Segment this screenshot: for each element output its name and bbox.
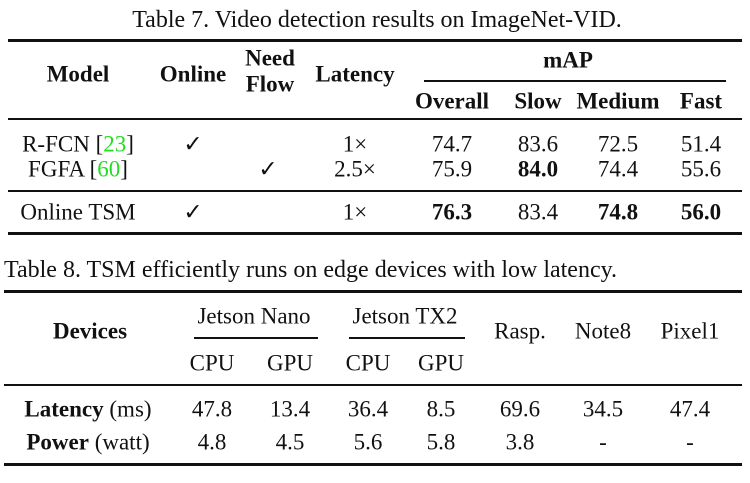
header-need: Need: [245, 45, 295, 71]
cell-value: -: [686, 429, 694, 455]
table-8-caption: Table 8. TSM efficiently runs on edge de…: [4, 257, 618, 283]
header-online: Online: [159, 61, 227, 87]
cmidrule-jetson-tx2: [349, 337, 465, 339]
row-label-power: Power (watt): [26, 429, 150, 455]
checkmark-icon: ✓: [183, 131, 203, 157]
header-model: Model: [46, 61, 110, 87]
cell-medium: 72.5: [597, 131, 639, 157]
table-row-model: R-FCN [23]: [22, 131, 134, 157]
cell-latency: 1×: [342, 199, 368, 225]
checkmark-icon: ✓: [183, 199, 203, 225]
header-map: mAP: [543, 47, 593, 73]
top-rule: [4, 290, 742, 293]
cell-value: 34.5: [582, 396, 624, 422]
header-note8: Note8: [574, 318, 632, 344]
citation-link[interactable]: 23: [103, 131, 127, 157]
header-rasp: Rasp.: [494, 318, 546, 344]
cell-value: 5.6: [353, 429, 383, 455]
header-devices: Devices: [52, 318, 128, 344]
cell-overall: 74.7: [431, 131, 473, 157]
row-label-latency: Latency (ms): [24, 396, 152, 422]
cell-fast: 55.6: [680, 156, 722, 182]
cell-latency: 2.5×: [334, 156, 376, 182]
cmidrule-jetson-nano: [194, 337, 318, 339]
checkmark-icon: ✓: [258, 156, 278, 182]
cell-value: 4.5: [275, 429, 305, 455]
top-rule: [8, 39, 742, 42]
citation-link[interactable]: 60: [97, 156, 121, 182]
cell-value: 47.8: [191, 396, 233, 422]
cell-overall: 76.3: [431, 199, 473, 225]
cell-slow: 83.4: [517, 199, 559, 225]
cell-latency: 1×: [342, 131, 368, 157]
header-cpu: CPU: [189, 350, 235, 376]
header-slow: Slow: [514, 88, 562, 114]
cell-value: 69.6: [499, 396, 541, 422]
cell-slow: 83.6: [517, 131, 559, 157]
cell-value: 5.8: [426, 429, 456, 455]
cell-value: 8.5: [426, 396, 456, 422]
cell-fast: 56.0: [680, 199, 722, 225]
mid-rule: [8, 190, 742, 192]
mid-rule: [8, 118, 742, 120]
table-row-model: FGFA [60]: [28, 156, 128, 182]
cell-value: 4.8: [197, 429, 227, 455]
cell-value: 36.4: [347, 396, 389, 422]
cell-value: -: [599, 429, 607, 455]
header-jetson-tx2: Jetson TX2: [352, 303, 458, 329]
header-gpu: GPU: [266, 350, 314, 376]
header-overall: Overall: [414, 88, 490, 114]
header-jetson-nano: Jetson Nano: [197, 303, 311, 329]
header-pixel1: Pixel1: [660, 318, 720, 344]
cell-fast: 51.4: [680, 131, 722, 157]
header-gpu: GPU: [417, 350, 465, 376]
mid-rule: [4, 384, 742, 386]
cell-value: 47.4: [669, 396, 711, 422]
header-medium: Medium: [576, 88, 660, 114]
cell-medium: 74.8: [597, 199, 639, 225]
cell-slow: 84.0: [517, 156, 559, 182]
bottom-rule: [4, 463, 742, 466]
cell-value: 3.8: [505, 429, 535, 455]
table-row-model: Online TSM: [20, 199, 136, 225]
cell-value: 13.4: [269, 396, 311, 422]
header-cpu: CPU: [345, 350, 391, 376]
header-fast: Fast: [679, 88, 723, 114]
cmidrule-map: [424, 80, 726, 82]
header-latency: Latency: [315, 61, 395, 87]
cell-overall: 75.9: [431, 156, 473, 182]
cell-medium: 74.4: [597, 156, 639, 182]
header-flow: Flow: [245, 71, 295, 97]
table-7-caption: Table 7. Video detection results on Imag…: [132, 7, 622, 33]
bottom-rule: [8, 232, 742, 235]
